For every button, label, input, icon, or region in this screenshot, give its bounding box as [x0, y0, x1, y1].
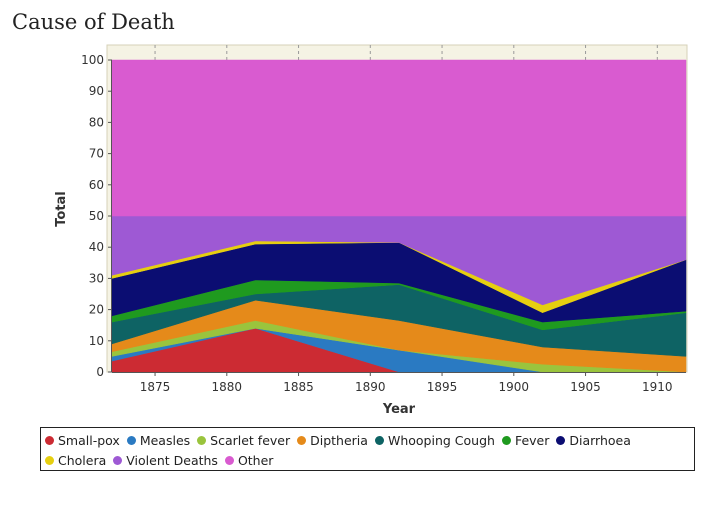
y-tick-label-10: 10 — [89, 334, 104, 348]
x-tick-label-1900: 1900 — [499, 380, 530, 394]
x-tick-labels: 1875 1880 1885 1890 1895 1900 1905 1910 — [140, 372, 673, 394]
y-tick-label-100: 100 — [81, 53, 104, 67]
area-other — [111, 59, 687, 217]
x-tick-label-1885: 1885 — [283, 380, 314, 394]
legend-label-scarlet-fever: Scarlet fever — [210, 432, 291, 448]
legend-item-diptheria: Diptheria — [297, 430, 368, 450]
legend-swatch-whooping-cough — [374, 435, 384, 445]
legend-swatch-cholera — [45, 455, 54, 465]
y-tick-label-40: 40 — [89, 240, 104, 254]
y-tick-label-0: 0 — [96, 365, 104, 379]
legend-item-whooping-cough: Whooping Cough — [374, 430, 495, 450]
legend-item-other: Other — [224, 450, 274, 470]
legend-item-scarlet-fever: Scarlet fever — [197, 430, 290, 450]
x-tick-label-1875: 1875 — [140, 380, 171, 394]
y-tick-label-80: 80 — [89, 115, 104, 129]
legend-swatch-diarrhoea — [556, 435, 566, 445]
legend-label-diptheria: Diptheria — [310, 432, 368, 448]
legend-label-other: Other — [237, 452, 274, 468]
y-tick-label-60: 60 — [89, 178, 104, 192]
y-tick-label-90: 90 — [89, 84, 104, 98]
legend-swatch-measles — [126, 435, 136, 445]
chart-title: Cause of Death — [12, 10, 175, 34]
y-tick-label-50: 50 — [89, 209, 104, 223]
grid-lines — [154, 45, 658, 60]
legend-swatch-diptheria — [297, 435, 307, 445]
x-tick-label-1910: 1910 — [642, 380, 673, 394]
y-axis-title: Total — [54, 191, 69, 227]
legend-swatch-scarlet-fever — [197, 435, 207, 445]
legend-swatch-fever — [501, 435, 511, 445]
legend-item-cholera: Cholera — [45, 450, 106, 470]
legend-swatch-other — [224, 455, 234, 465]
legend-label-fever: Fever — [514, 432, 550, 448]
x-tick-label-1880: 1880 — [212, 380, 243, 394]
legend-label-measles: Measles — [139, 432, 191, 448]
legend-item-small-pox: Small-pox — [45, 430, 120, 450]
x-tick-label-1905: 1905 — [570, 380, 601, 394]
y-tick-label-30: 30 — [89, 271, 104, 285]
legend-item-violent-deaths: Violent Deaths — [113, 450, 218, 470]
area-series — [111, 59, 687, 373]
legend-label-diarrhoea: Diarrhoea — [569, 432, 631, 448]
legend-label-whooping-cough: Whooping Cough — [387, 432, 495, 448]
x-tick-label-1890: 1890 — [355, 380, 386, 394]
x-tick-label-1895: 1895 — [427, 380, 458, 394]
legend-item-measles: Measles — [126, 430, 191, 450]
legend-label-small-pox: Small-pox — [58, 432, 120, 448]
y-tick-labels: 0 10 20 30 40 50 60 70 80 90 100 — [81, 53, 112, 379]
chart-legend: Small-pox Measles Scarlet fever Diptheria Wh… — [40, 427, 695, 471]
legend-label-violent-deaths: Violent Deaths — [126, 452, 218, 468]
legend-swatch-violent-deaths — [113, 455, 123, 465]
x-axis-title: Year — [382, 402, 416, 417]
legend-item-diarrhoea: Diarrhoea — [556, 430, 631, 450]
legend-item-fever: Fever — [501, 430, 550, 450]
legend-label-cholera: Cholera — [58, 452, 107, 468]
stacked-area-chart: 1875 1880 1885 1890 1895 1900 1905 1910 0 10 20 30… — [54, 44, 688, 417]
y-tick-label-20: 20 — [89, 303, 104, 317]
y-tick-label-70: 70 — [89, 147, 104, 161]
legend-swatch-small-pox — [45, 435, 54, 445]
